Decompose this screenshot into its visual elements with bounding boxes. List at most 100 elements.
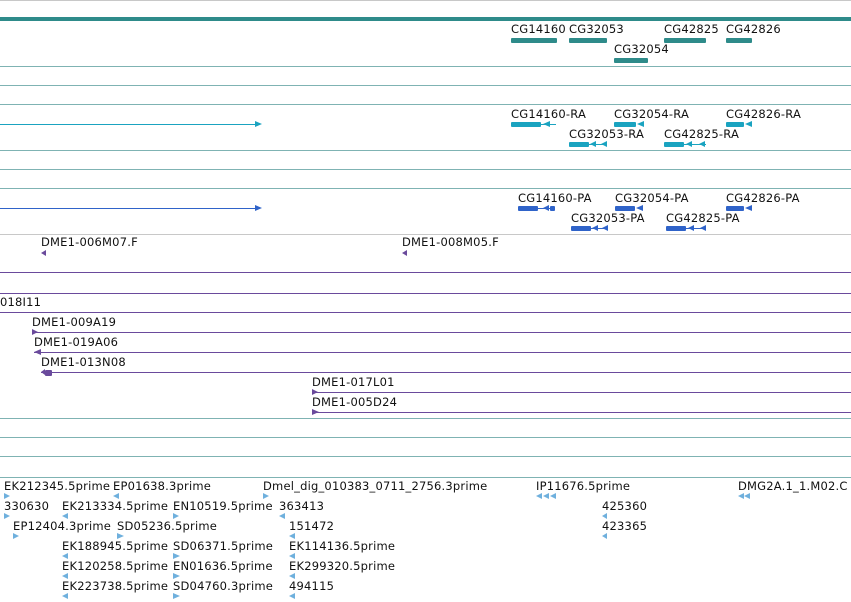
est-label[interactable]: EK213334.5prime (62, 499, 169, 513)
transcript-feature[interactable] (726, 122, 744, 127)
gene-feature[interactable] (569, 38, 607, 43)
arrow-left-icon[interactable] (41, 250, 46, 256)
est-label[interactable]: EK114136.5prime (289, 539, 396, 553)
protein-feature[interactable] (666, 226, 686, 231)
arrow-left-icon[interactable] (62, 553, 68, 559)
transcript-label[interactable]: CG42826-RA (726, 107, 802, 121)
protein-label[interactable]: CG32053-PA (571, 211, 645, 225)
arrow-left-icon[interactable] (602, 513, 607, 519)
arrow-left-icon[interactable] (550, 493, 556, 499)
protein-feature[interactable] (615, 206, 635, 211)
arrow-left-icon[interactable] (543, 493, 549, 499)
est-label[interactable]: EK223738.5prime (62, 579, 169, 593)
arrow-right-icon[interactable] (173, 513, 179, 519)
arrow-left-icon[interactable] (289, 573, 295, 579)
arrow-left-icon[interactable] (289, 533, 295, 539)
gene-label[interactable]: CG32053 (569, 22, 624, 36)
arrow-left-icon[interactable] (62, 573, 68, 579)
protein-label[interactable]: CG42825-PA (666, 211, 740, 225)
gene-label[interactable]: CG32054 (614, 42, 669, 56)
est-label[interactable]: SD06371.5prime (173, 539, 274, 553)
gene-feature[interactable] (614, 58, 648, 63)
est-label[interactable]: EN01636.5prime (173, 559, 273, 573)
gene-label[interactable]: CG42826 (726, 22, 781, 36)
est-label[interactable]: IP11676.5prime (536, 479, 631, 493)
est-label[interactable]: EK212345.5prime (4, 479, 111, 493)
protein-line[interactable] (0, 208, 256, 209)
clone-label[interactable]: DME1-017L01 (312, 375, 395, 389)
arrow-left-icon[interactable] (402, 250, 407, 256)
est-label[interactable]: 423365 (602, 519, 648, 533)
est-label[interactable]: EP01638.3prime (113, 479, 212, 493)
est-label[interactable]: SD04760.3prime (173, 579, 274, 593)
protein-feature[interactable] (571, 226, 591, 231)
clone-line[interactable] (32, 332, 851, 333)
transcript-label[interactable]: CG42825-RA (664, 127, 740, 141)
est-label[interactable]: 330630 (4, 499, 50, 513)
arrow-right-icon[interactable] (13, 533, 19, 539)
protein-label[interactable]: CG32054-PA (615, 191, 689, 205)
clone-line[interactable] (41, 372, 851, 373)
arrow-left-icon[interactable] (602, 533, 607, 539)
arrow-left-icon[interactable] (62, 513, 68, 519)
est-label[interactable]: EK299320.5prime (289, 559, 396, 573)
arrow-left-icon[interactable] (738, 493, 744, 499)
est-label[interactable]: EK188945.5prime (62, 539, 169, 553)
arrow-right-icon[interactable] (173, 573, 180, 579)
est-label[interactable]: EN10519.5prime (173, 499, 273, 513)
protein-feature[interactable] (518, 206, 538, 211)
transcript-line[interactable] (0, 124, 256, 125)
transcript-label[interactable]: CG32053-RA (569, 127, 645, 141)
arrow-right-icon[interactable] (117, 533, 124, 539)
est-label[interactable]: 151472 (289, 519, 335, 533)
clone-line[interactable] (312, 392, 851, 393)
protein-feature[interactable] (726, 206, 744, 211)
arrow-right-icon[interactable] (4, 493, 10, 499)
clone-end-label[interactable]: DME1-006M07.F (41, 235, 138, 249)
clone-label[interactable]: DME1-005D24 (312, 395, 398, 409)
arrow-left-icon[interactable] (536, 493, 542, 499)
est-label[interactable]: 494115 (289, 579, 335, 593)
clone-label[interactable]: 018I11 (0, 295, 42, 309)
transcript-feature[interactable] (664, 142, 684, 147)
protein-feature[interactable] (550, 206, 555, 211)
arrow-left-icon[interactable] (289, 553, 295, 559)
transcript-feature[interactable] (511, 122, 541, 127)
est-label[interactable]: EK120258.5prime (62, 559, 169, 573)
est-label[interactable]: SD05236.5prime (117, 519, 218, 533)
gene-feature[interactable] (726, 38, 752, 43)
arrow-right-icon[interactable] (173, 593, 180, 599)
clone-line[interactable] (0, 272, 851, 273)
arrow-left-icon[interactable] (289, 593, 295, 599)
clone-label[interactable]: DME1-013N08 (41, 355, 126, 369)
clone-end-label[interactable]: DME1-008M05.F (402, 235, 499, 249)
est-label[interactable]: EP12404.3prime (13, 519, 112, 533)
clone-line[interactable] (34, 352, 851, 353)
transcript-feature[interactable] (569, 142, 589, 147)
arrow-left-icon[interactable] (279, 513, 285, 519)
arrow-right-icon[interactable] (173, 553, 180, 559)
clone-line[interactable] (0, 312, 851, 313)
protein-label[interactable]: CG14160-PA (518, 191, 592, 205)
arrow-right-icon[interactable] (4, 513, 10, 519)
est-label[interactable]: 363413 (279, 499, 325, 513)
est-label[interactable]: Dmel_dig_010383_0711_2756.3prime (263, 479, 488, 493)
transcript-label[interactable]: CG14160-RA (511, 107, 587, 121)
gene-feature[interactable] (511, 38, 557, 43)
transcript-feature[interactable] (614, 122, 636, 127)
arrow-right-icon[interactable] (263, 493, 269, 499)
arrow-left-icon[interactable] (62, 593, 68, 599)
est-label[interactable]: 425360 (602, 499, 648, 513)
clone-label[interactable]: DME1-009A19 (32, 315, 117, 329)
gene-feature[interactable] (664, 38, 706, 43)
est-label[interactable]: DMG2A.1_1.M02.C (738, 479, 848, 493)
gene-label[interactable]: CG14160 (511, 22, 566, 36)
clone-label[interactable]: DME1-019A06 (34, 335, 119, 349)
arrow-left-icon[interactable] (744, 493, 750, 499)
transcript-label[interactable]: CG32054-RA (614, 107, 690, 121)
clone-line[interactable] (0, 293, 851, 294)
arrow-left-icon[interactable] (113, 493, 119, 499)
clone-line[interactable] (312, 412, 851, 413)
gene-label[interactable]: CG42825 (664, 22, 719, 36)
protein-label[interactable]: CG42826-PA (726, 191, 800, 205)
